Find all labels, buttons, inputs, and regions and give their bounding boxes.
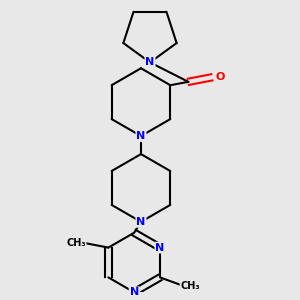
Text: CH₃: CH₃ [66, 238, 86, 248]
Text: N: N [130, 287, 139, 297]
Text: N: N [146, 57, 154, 68]
Text: N: N [155, 243, 165, 253]
Text: CH₃: CH₃ [181, 281, 200, 291]
Text: N: N [136, 217, 146, 227]
Text: N: N [136, 131, 146, 141]
Text: O: O [215, 72, 225, 82]
